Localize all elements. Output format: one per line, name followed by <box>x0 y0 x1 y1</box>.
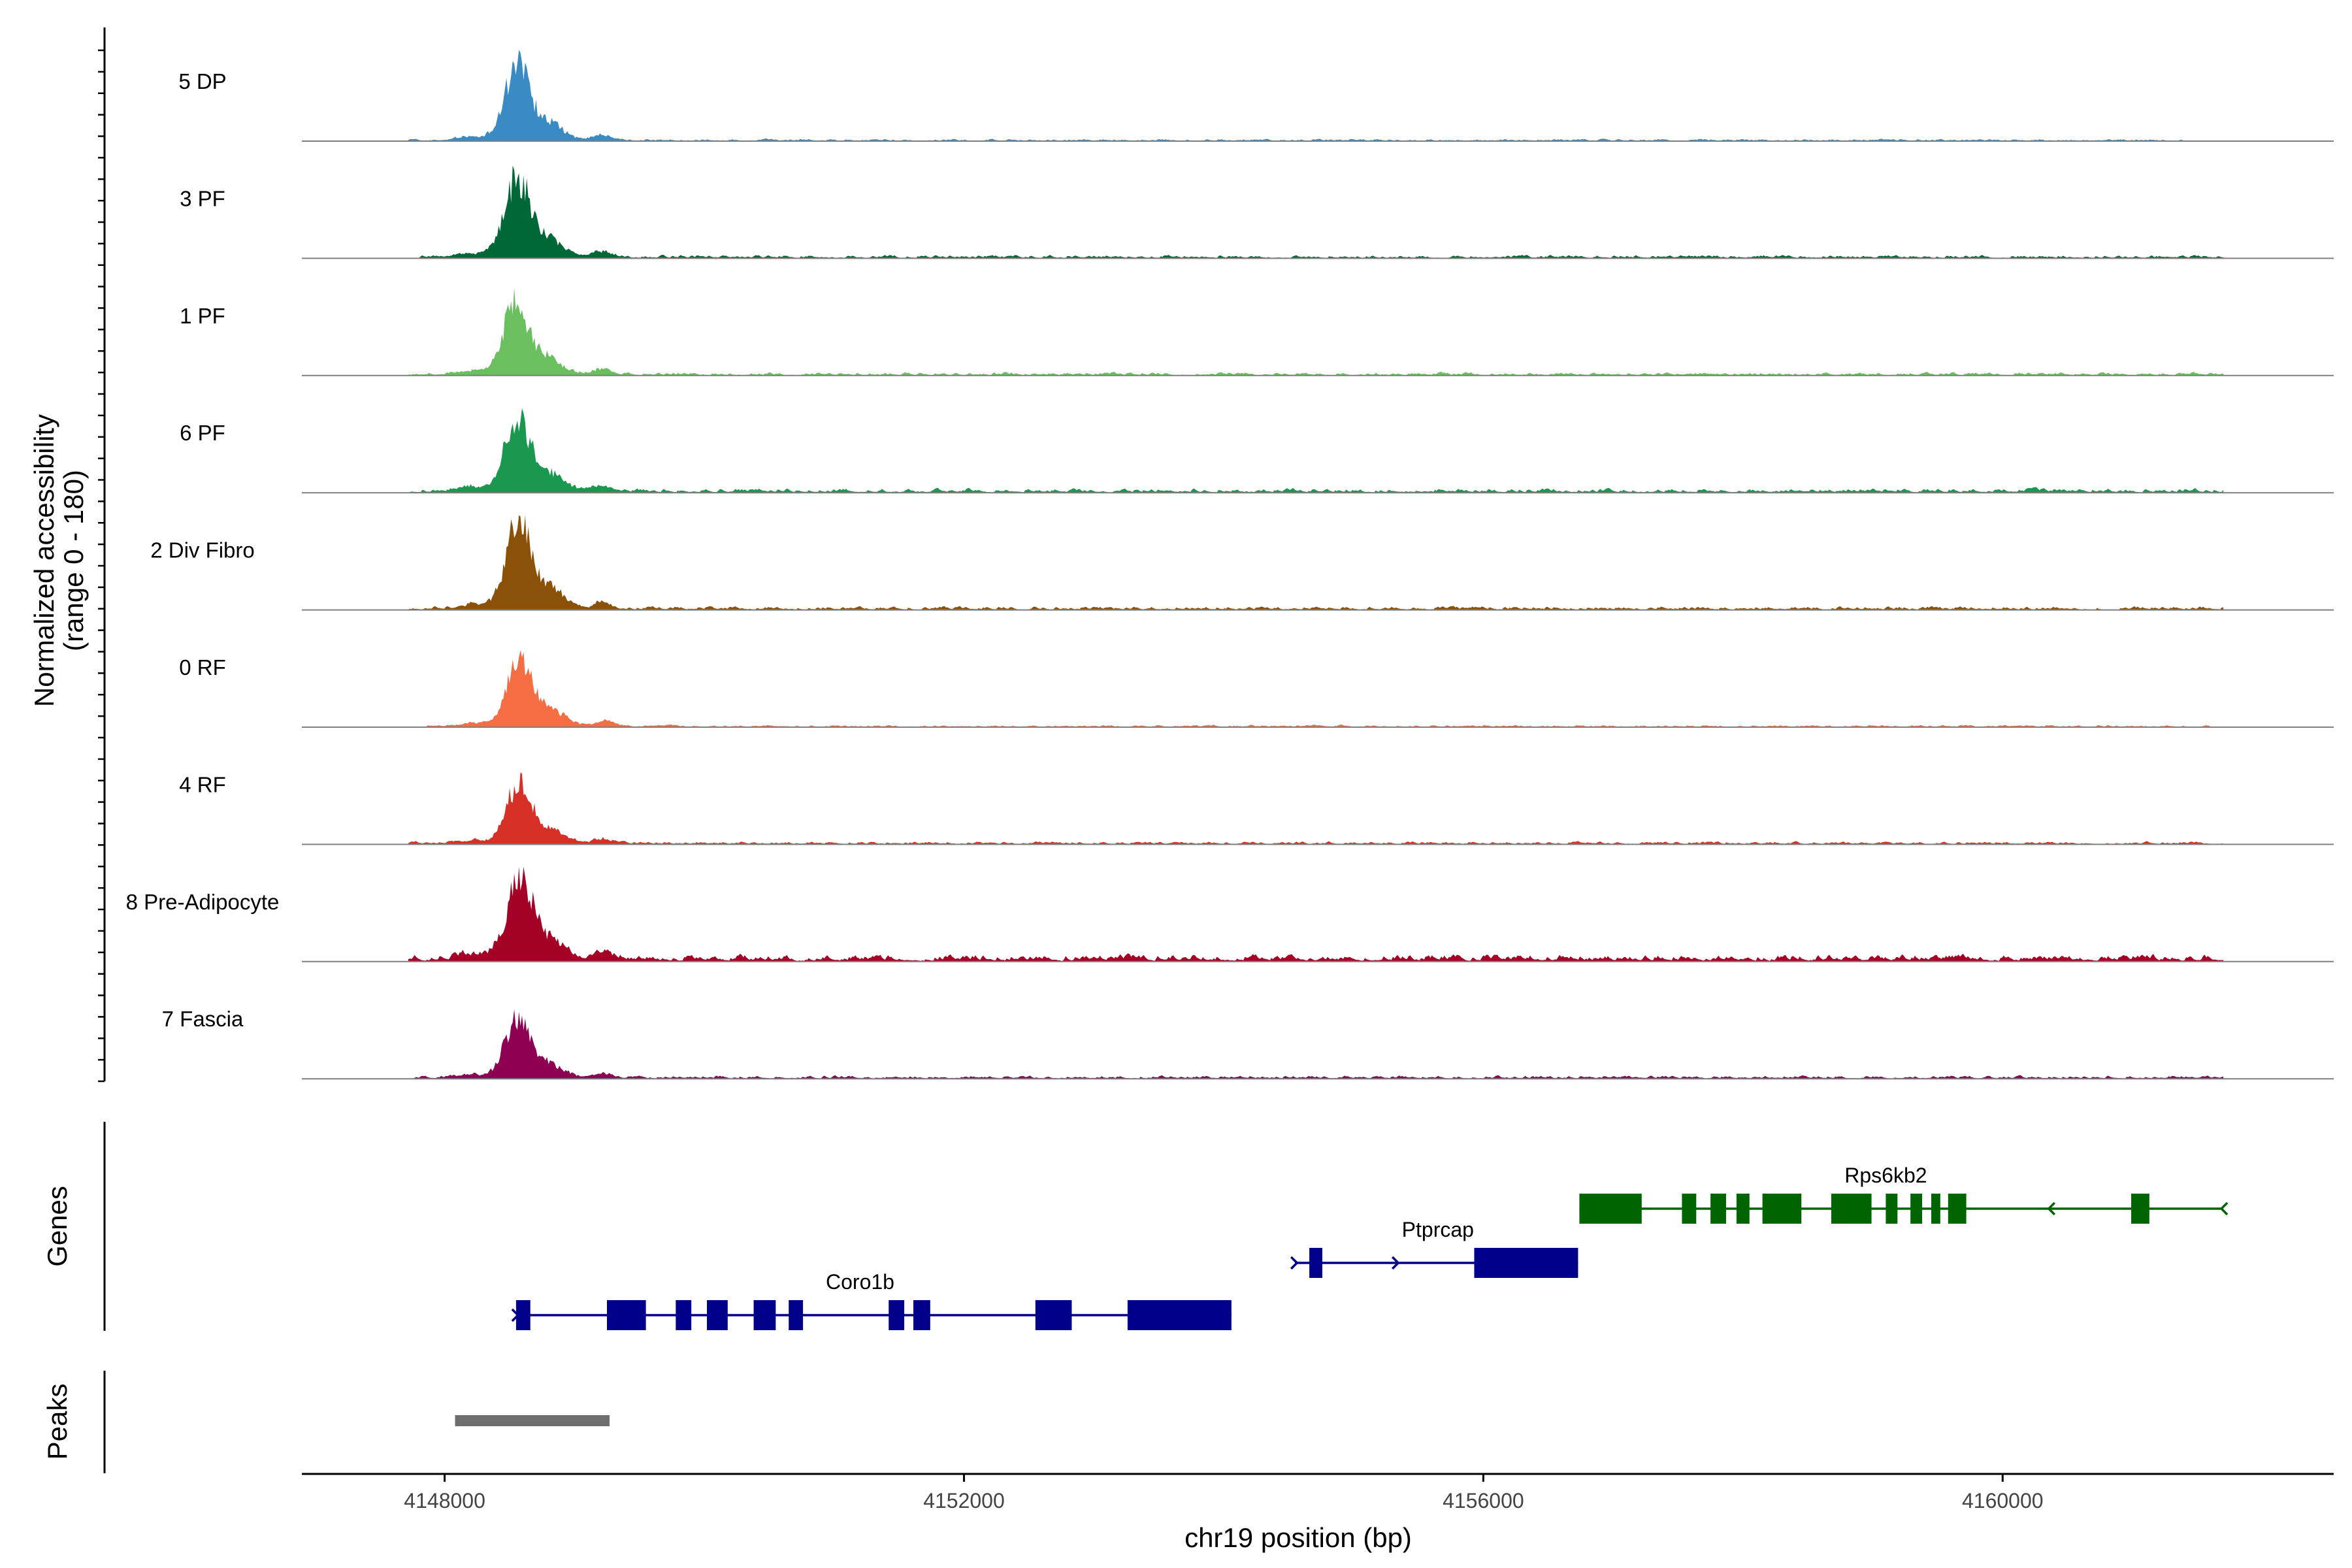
gene-exon <box>1910 1194 1923 1224</box>
gene-exon <box>889 1300 905 1330</box>
peaks-track-title: Peaks <box>42 1384 73 1460</box>
gene-exon <box>1886 1194 1898 1224</box>
gene-exon <box>1762 1194 1802 1224</box>
track-label: 6 PF <box>180 421 225 445</box>
strand-arrow-icon <box>1391 1256 1400 1270</box>
peaks-track <box>455 1415 610 1426</box>
coverage-area <box>408 650 2211 727</box>
gene-label: Rps6kb2 <box>1844 1164 1927 1187</box>
genes-track: Coro1b Ptprcap Rps6kb2 <box>511 1164 2229 1330</box>
track-label: 5 DP <box>178 69 226 93</box>
left-axes: Normalized accessibility(range 0 - 180) G… <box>29 27 106 1473</box>
gene-exon <box>515 1300 531 1330</box>
gene-exon <box>1682 1194 1697 1224</box>
coverage-track: 5 DP <box>178 50 2334 142</box>
coverage-track: 0 RF <box>179 650 2334 728</box>
y-axis-title: Normalized accessibility <box>29 414 59 707</box>
coverage-area <box>408 287 2224 376</box>
x-axis-title: chr19 position (bp) <box>1184 1522 1412 1553</box>
coverage-track: 3 PF <box>180 165 2334 259</box>
strand-arrow-icon <box>1290 1256 1299 1270</box>
gene-exon <box>753 1300 776 1330</box>
gene-exon <box>1736 1194 1750 1224</box>
coverage-track: 2 Div Fibro <box>150 515 2334 611</box>
gene-exon <box>1831 1194 1872 1224</box>
coverage-area <box>408 50 2193 142</box>
coverage-area <box>408 772 2224 845</box>
coverage-area <box>408 165 2224 259</box>
x-tick-label: 4148000 <box>404 1489 485 1512</box>
gene-exon <box>1309 1248 1322 1278</box>
gene-label: Coro1b <box>826 1270 894 1294</box>
x-axis: 4148000 4152000 4156000 4160000 chr19 positi… <box>302 1473 2334 1553</box>
gene-exon <box>1579 1194 1642 1224</box>
track-label: 0 RF <box>179 655 226 679</box>
x-tick-label: 4160000 <box>1962 1489 2044 1512</box>
coverage-track: 1 PF <box>180 287 2334 376</box>
gene-exon <box>606 1300 646 1330</box>
gene-exon <box>789 1300 804 1330</box>
gene-exon <box>1931 1194 1940 1224</box>
coverage-area <box>408 866 2224 962</box>
coverage-area <box>408 515 2224 610</box>
track-label: 1 PF <box>180 304 225 328</box>
gene-exon <box>1035 1300 1072 1330</box>
track-label: 3 PF <box>180 186 225 210</box>
track-label: 4 RF <box>179 772 226 796</box>
gene-exon <box>1948 1194 1967 1224</box>
coverage-track: 4 RF <box>179 772 2334 845</box>
gene-exon <box>676 1300 692 1330</box>
gene-exon <box>1127 1300 1232 1330</box>
x-tick-label: 4152000 <box>923 1489 1005 1512</box>
coverage-track: 7 Fascia <box>162 1007 2334 1080</box>
gene-label: Ptprcap <box>1402 1218 1474 1241</box>
coverage-area <box>408 408 2224 493</box>
track-label: 7 Fascia <box>162 1007 244 1031</box>
gene-exon <box>1710 1194 1726 1224</box>
coverage-tracks: 5 DP 3 PF 1 PF 6 PF 2 Div Fibro 0 RF 4 RF 8 Pre… <box>126 50 2334 1080</box>
gene-model: Coro1b <box>511 1270 1232 1330</box>
track-label: 8 Pre-Adipocyte <box>126 890 280 914</box>
gene-exon <box>2131 1194 2149 1224</box>
peak-region <box>455 1415 610 1426</box>
coverage-track: 6 PF <box>180 408 2334 494</box>
strand-arrow-icon <box>2047 1201 2056 1216</box>
genes-track-title: Genes <box>42 1186 73 1267</box>
gene-exon <box>913 1300 930 1330</box>
gene-model: Ptprcap <box>1290 1218 1578 1278</box>
track-label: 2 Div Fibro <box>150 538 255 563</box>
gene-model: Rps6kb2 <box>1579 1164 2229 1224</box>
gene-exon <box>707 1300 728 1330</box>
coverage-track: 8 Pre-Adipocyte <box>126 866 2334 962</box>
y-axis-range-label: (range 0 - 180) <box>58 470 89 651</box>
coverage-area <box>408 1009 2224 1079</box>
x-tick-label: 4156000 <box>1443 1489 1524 1512</box>
strand-arrow-icon <box>2219 1201 2229 1216</box>
gene-exon <box>1474 1248 1578 1278</box>
